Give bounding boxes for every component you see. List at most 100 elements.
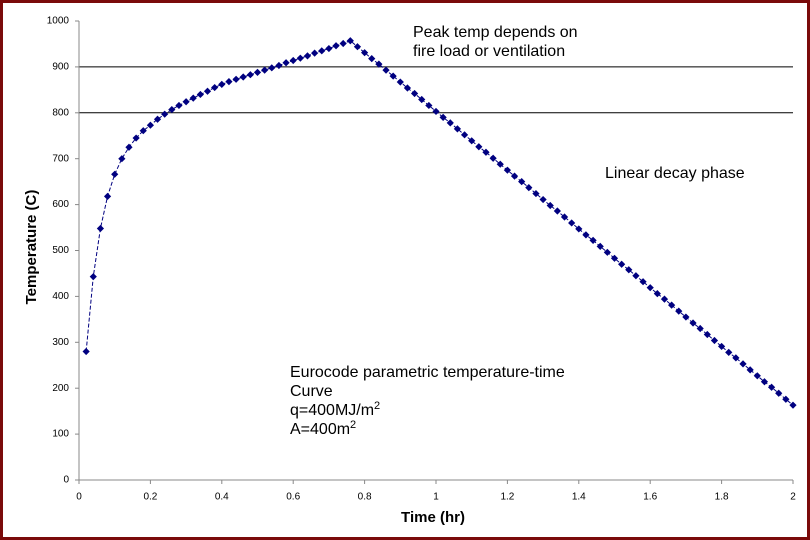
data-point [118, 155, 126, 163]
y-tick-label: 600 [52, 199, 69, 210]
data-point [646, 284, 654, 292]
data-point [168, 105, 176, 114]
data-point [439, 113, 447, 121]
annotation: q=400MJ/m2 [290, 400, 380, 419]
data-point [239, 73, 247, 81]
data-point [518, 178, 526, 186]
series-line [85, 40, 794, 406]
data-point [175, 101, 183, 110]
data-point [418, 95, 426, 104]
data-point [775, 389, 783, 397]
data-point [532, 189, 540, 198]
data-point [525, 184, 533, 192]
data-point [718, 342, 726, 351]
data-point [432, 107, 440, 116]
data-point [275, 61, 283, 70]
x-tick-label: 1.4 [572, 492, 586, 503]
data-point [403, 84, 412, 92]
data-point [446, 119, 454, 127]
data-point [211, 83, 219, 92]
data-point [153, 115, 162, 123]
data-point [767, 383, 776, 391]
data-point [782, 395, 790, 403]
data-point [218, 80, 226, 88]
data-point [303, 52, 312, 60]
data-point [96, 224, 105, 233]
data-point [311, 49, 319, 57]
x-tick-label: 1.8 [715, 492, 729, 503]
y-tick-label: 700 [52, 153, 69, 164]
data-point [282, 59, 290, 67]
data-point [103, 192, 112, 200]
data-point [453, 125, 462, 133]
data-point [161, 110, 169, 118]
data-point [203, 87, 212, 95]
data-point [410, 89, 419, 98]
data-point [739, 360, 747, 368]
y-tick-label: 100 [52, 429, 69, 440]
x-tick-label: 1 [433, 492, 439, 503]
y-tick-label: 1000 [47, 16, 70, 27]
data-point [111, 170, 119, 178]
data-point [460, 131, 469, 139]
data-point [725, 348, 733, 356]
data-point [603, 248, 611, 256]
y-tick-label: 800 [52, 107, 69, 118]
data-point [746, 366, 754, 374]
data-point [653, 290, 661, 298]
x-tick-label: 0 [76, 492, 82, 503]
data-point [575, 225, 583, 233]
data-point [639, 278, 647, 286]
y-axis-title: Temperature (C) [23, 190, 40, 305]
x-tick-label: 0.2 [143, 492, 157, 503]
x-tick-label: 0.4 [215, 492, 229, 503]
data-point [675, 307, 683, 315]
annotation-superscript: 2 [350, 419, 356, 431]
data-point [789, 401, 797, 409]
annotation: fire load or ventilation [413, 43, 565, 60]
data-point [289, 56, 297, 65]
data-point [760, 378, 769, 386]
annotation: A=400m2 [290, 419, 356, 438]
data-point [225, 77, 233, 86]
data-point [89, 273, 97, 281]
data-point [389, 72, 397, 80]
data-point [332, 42, 340, 50]
data-point [589, 236, 597, 245]
data-point [196, 90, 204, 99]
annotation-text: Peak temp depends on [413, 24, 578, 41]
data-point [468, 137, 476, 145]
data-point [539, 195, 547, 204]
data-point [261, 66, 269, 74]
data-point [189, 94, 197, 102]
x-tick-label: 1.6 [643, 492, 657, 503]
annotation: Linear decay phase [605, 165, 745, 182]
data-point [268, 64, 276, 72]
y-tick-label: 300 [52, 337, 69, 348]
data-point [296, 54, 304, 62]
data-point [582, 231, 590, 239]
data-point [182, 98, 190, 106]
data-point [660, 295, 669, 303]
data-point [625, 266, 633, 274]
y-tick-label: 900 [52, 62, 69, 73]
data-point [339, 39, 347, 48]
x-tick-label: 2 [790, 492, 796, 503]
data-point [82, 347, 90, 356]
data-point [596, 242, 604, 250]
data-point [325, 44, 333, 53]
data-point [132, 134, 140, 142]
y-tick-label: 200 [52, 383, 69, 394]
data-point [368, 55, 376, 63]
data-point [139, 127, 147, 135]
data-point [146, 121, 154, 129]
data-point [353, 43, 362, 51]
data-point [610, 254, 619, 262]
data-point [632, 272, 640, 280]
data-point [682, 313, 690, 321]
data-point [346, 37, 354, 45]
data-point [710, 336, 719, 345]
x-tick-label: 0.6 [286, 492, 300, 503]
